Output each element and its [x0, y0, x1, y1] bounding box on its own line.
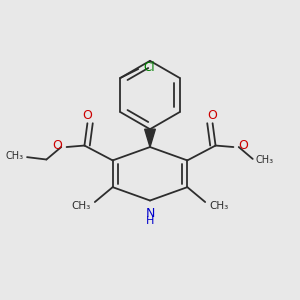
Text: O: O [208, 109, 218, 122]
Text: O: O [82, 109, 92, 122]
Text: N: N [145, 206, 155, 220]
Text: CH₃: CH₃ [209, 201, 228, 211]
Text: Cl: Cl [143, 61, 155, 74]
Text: O: O [52, 139, 62, 152]
Text: H: H [146, 216, 154, 226]
Text: CH₃: CH₃ [256, 155, 274, 165]
Text: O: O [238, 139, 248, 152]
Text: CH₃: CH₃ [72, 201, 91, 211]
Text: CH₃: CH₃ [6, 151, 24, 161]
Polygon shape [145, 129, 155, 147]
